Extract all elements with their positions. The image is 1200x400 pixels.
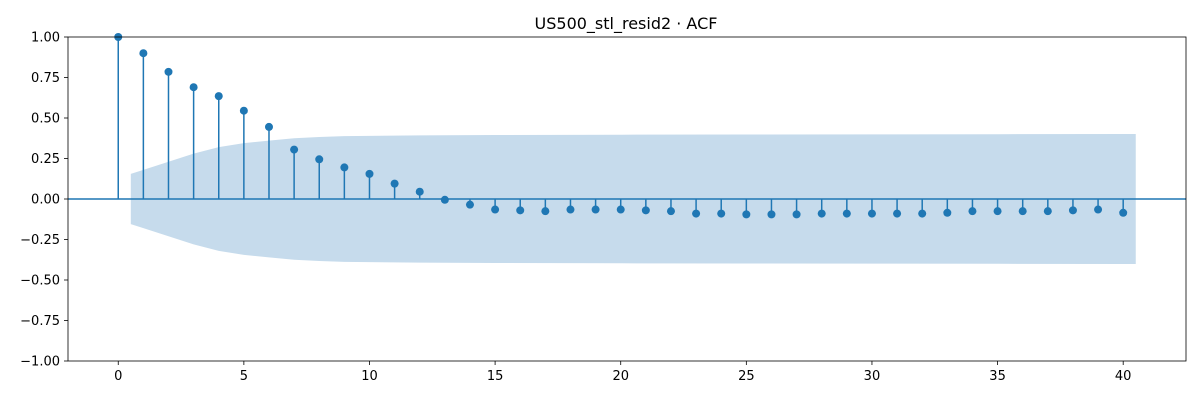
acf-marker-lag-35 xyxy=(993,207,1002,216)
acf-marker-lag-37 xyxy=(1043,207,1052,216)
acf-marker-lag-5 xyxy=(239,106,248,115)
acf-marker-lag-36 xyxy=(1018,207,1027,216)
acf-marker-lag-28 xyxy=(817,209,826,218)
acf-marker-lag-3 xyxy=(189,83,198,92)
acf-marker-lag-25 xyxy=(742,210,751,219)
x-tick-label: 5 xyxy=(240,369,248,384)
chart-title: US500_stl_resid2 · ACF xyxy=(535,14,718,34)
acf-marker-lag-4 xyxy=(214,92,223,101)
acf-marker-lag-12 xyxy=(415,187,424,196)
x-tick-label: 40 xyxy=(1115,369,1132,384)
acf-marker-lag-21 xyxy=(641,206,650,215)
y-tick-label: 1.00 xyxy=(31,31,60,46)
acf-marker-lag-1 xyxy=(139,49,148,58)
x-tick-label: 10 xyxy=(361,369,378,384)
acf-marker-lag-20 xyxy=(616,205,625,214)
acf-marker-lag-22 xyxy=(666,207,675,216)
x-tick-label: 15 xyxy=(487,369,504,384)
y-tick-layer: −1.00 −0.75 −0.50 −0.25 0.00 0.25 0.50 0.75 1.00 xyxy=(20,31,68,370)
acf-marker-lag-18 xyxy=(566,205,575,214)
acf-marker-lag-31 xyxy=(893,209,902,218)
y-tick-label: 0.25 xyxy=(31,152,60,167)
acf-marker-lag-16 xyxy=(516,206,525,215)
acf-marker-lag-15 xyxy=(491,205,500,214)
acf-marker-lag-9 xyxy=(340,163,349,172)
acf-marker-lag-34 xyxy=(968,207,977,216)
y-tick-label: −0.25 xyxy=(20,233,60,248)
acf-marker-lag-29 xyxy=(842,209,851,218)
acf-marker-lag-7 xyxy=(290,145,299,154)
x-tick-label: 20 xyxy=(612,369,629,384)
x-tick-label: 25 xyxy=(738,369,755,384)
acf-marker-lag-10 xyxy=(365,169,374,178)
y-tick-label: −0.50 xyxy=(20,274,60,289)
y-tick-label: 0.75 xyxy=(31,71,60,86)
stem-layer xyxy=(114,33,1128,219)
acf-marker-lag-32 xyxy=(918,209,927,218)
acf-marker-lag-17 xyxy=(541,207,550,216)
acf-marker-lag-26 xyxy=(767,210,776,219)
acf-marker-lag-8 xyxy=(315,155,324,164)
acf-marker-lag-19 xyxy=(591,205,600,214)
acf-marker-lag-33 xyxy=(943,208,952,217)
x-tick-label: 35 xyxy=(989,369,1006,384)
acf-marker-lag-38 xyxy=(1068,206,1077,215)
acf-marker-lag-24 xyxy=(717,209,726,218)
acf-marker-lag-11 xyxy=(390,179,399,188)
x-tick-label: 0 xyxy=(114,369,122,384)
x-tick-label: 30 xyxy=(864,369,881,384)
acf-marker-lag-14 xyxy=(465,200,474,209)
acf-marker-lag-2 xyxy=(164,67,173,76)
acf-marker-lag-40 xyxy=(1119,208,1128,217)
acf-marker-lag-13 xyxy=(440,195,449,204)
y-tick-label: 0.00 xyxy=(31,193,60,208)
y-tick-label: 0.50 xyxy=(31,112,60,127)
y-tick-label: −0.75 xyxy=(20,314,60,329)
acf-marker-lag-23 xyxy=(692,209,701,218)
y-tick-label: −1.00 xyxy=(20,355,60,370)
acf-marker-lag-30 xyxy=(867,209,876,218)
acf-marker-lag-39 xyxy=(1094,205,1103,214)
x-tick-layer: 0 5 10 15 20 25 30 35 40 xyxy=(114,361,1131,384)
acf-marker-lag-27 xyxy=(792,210,801,219)
acf-marker-lag-6 xyxy=(264,122,273,131)
